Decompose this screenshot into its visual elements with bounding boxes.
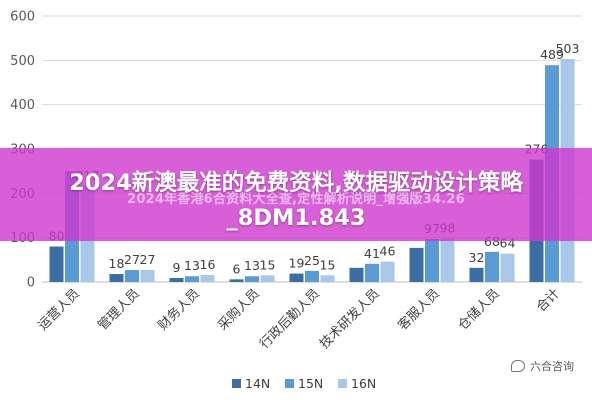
data-label: 18	[109, 256, 125, 271]
bar	[185, 276, 199, 282]
data-label: 15	[260, 257, 276, 272]
data-label: 32	[469, 250, 485, 265]
bar	[169, 278, 184, 282]
bar	[349, 267, 364, 282]
x-tick-label: 合计	[534, 286, 563, 315]
data-label: 41	[364, 246, 380, 261]
legend: 14N 15N 16N	[232, 376, 376, 391]
data-label: 9	[173, 260, 181, 275]
bar	[229, 279, 244, 282]
bar	[409, 247, 424, 282]
legend-swatch	[232, 379, 241, 388]
bar	[500, 253, 515, 282]
y-tick-label: 0	[27, 276, 35, 291]
source-mark: 六合咨询	[511, 358, 574, 374]
data-label: 13	[244, 258, 260, 273]
x-tick-label: 行政后勤人员	[257, 286, 323, 352]
data-label: 25	[304, 253, 320, 268]
bar	[305, 270, 319, 282]
data-label: 27	[124, 252, 140, 267]
x-tick-label: 技术研发人员	[316, 286, 382, 352]
x-tick-label: 管理人员	[95, 286, 142, 333]
bar	[260, 275, 275, 282]
bar	[140, 270, 155, 282]
data-label: 15	[320, 257, 336, 272]
bar	[440, 238, 455, 282]
y-tick-label: 600	[10, 10, 35, 25]
bar	[245, 276, 259, 282]
x-tick-label: 运营人员	[35, 286, 82, 333]
data-label: 489	[540, 47, 564, 62]
x-tick-label: 客服人员	[395, 286, 443, 334]
bar	[365, 263, 379, 282]
legend-label: 16N	[351, 376, 376, 391]
data-label: 27	[140, 252, 156, 267]
data-label: 503	[556, 41, 580, 56]
x-tick-label: 采购人员	[215, 286, 263, 334]
data-label: 16	[200, 257, 216, 272]
bar	[380, 261, 395, 282]
bar	[49, 246, 64, 282]
bar	[109, 274, 124, 282]
bar	[125, 270, 139, 282]
bar	[320, 275, 335, 282]
wechat-icon	[511, 360, 525, 372]
source-label: 六合咨询	[530, 360, 574, 373]
x-tick-label: 仓储人员	[455, 286, 502, 333]
y-tick-label: 500	[10, 54, 35, 69]
data-label: 6	[233, 261, 241, 276]
overlay-subtitle: 2024年香港6合资料大全查,定性解析说明_增强版34.26	[127, 192, 465, 207]
legend-swatch	[338, 379, 347, 388]
bar	[485, 251, 499, 282]
x-tick-label: 财务人员	[155, 286, 203, 334]
y-tick-label: 400	[10, 98, 35, 113]
data-label: 13	[184, 258, 200, 273]
bar	[289, 273, 304, 282]
bar	[425, 238, 439, 282]
data-label: 19	[289, 256, 305, 271]
overlay-banner	[0, 148, 592, 241]
bar	[469, 267, 484, 282]
bar	[200, 274, 215, 282]
legend-label: 15N	[298, 376, 323, 391]
data-label: 46	[380, 244, 396, 259]
legend-label: 14N	[245, 376, 270, 391]
legend-swatch	[285, 379, 294, 388]
overlay-title: 2024新澳最准的免费资料,数据驱动设计策略_8DM1.843	[69, 170, 523, 231]
